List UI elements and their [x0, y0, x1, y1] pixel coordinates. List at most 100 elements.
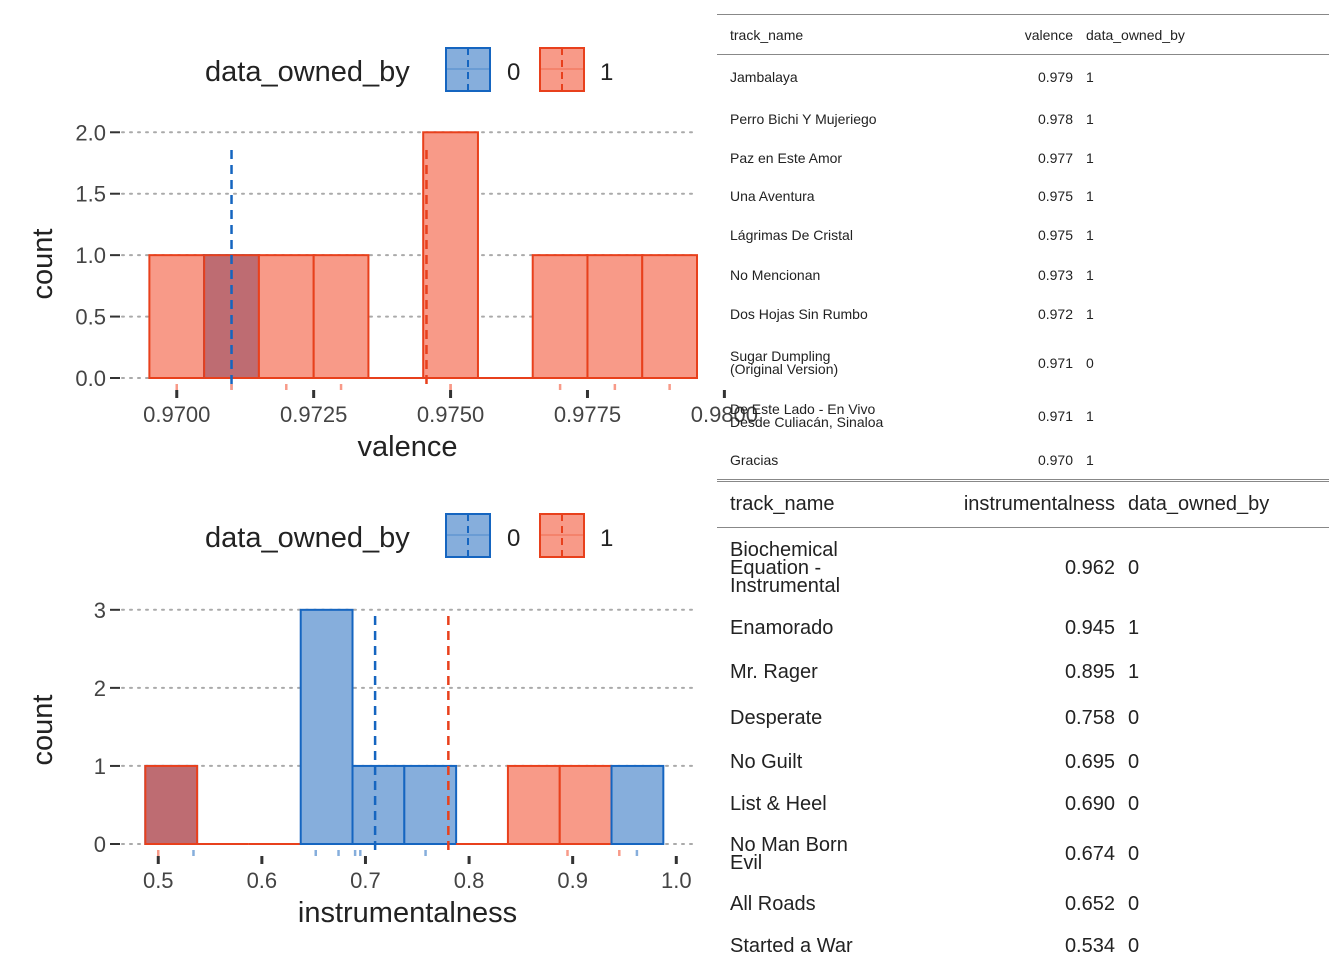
table-cell: 1	[1086, 110, 1094, 127]
table-cell: 0	[1128, 893, 1140, 915]
table-row: Una Aventura 0.975 1	[717, 177, 1329, 215]
table-cell: 0.962	[1064, 557, 1115, 580]
table-cell: 0	[1128, 793, 1140, 815]
bar-group-1	[257, 254, 315, 379]
table-cell: 0.695	[1064, 751, 1115, 773]
table-row: Enamorado 0.945 1	[717, 610, 1329, 648]
table-cell: List & Heel	[730, 793, 827, 815]
table-cell: 0.971	[1037, 354, 1073, 371]
table-cell: 1	[1086, 149, 1094, 166]
table-cell: 0.975	[1037, 226, 1073, 243]
table-cell: 0	[1128, 557, 1140, 580]
legend-label-0: 0	[507, 525, 520, 552]
table-cell: 0.690	[1064, 793, 1115, 815]
bar-group-1	[144, 764, 199, 845]
y-axis-label: count	[27, 229, 59, 300]
table-cell: Lágrimas De Cristal	[730, 226, 853, 243]
x-axis-label: valence	[358, 431, 458, 463]
table-cell: No Man Born Evil	[730, 833, 848, 874]
table-cell: Sugar Dumpling (Original Version)	[730, 348, 839, 377]
table-cell: 1	[1086, 187, 1094, 204]
x-tick-label: 0.9800	[691, 402, 758, 427]
y-tick-label: 0.5	[75, 305, 106, 330]
legend-valence: data_owned_by 0 1	[205, 47, 613, 92]
x-tick-label: 0.7	[350, 868, 381, 893]
x-tick-label: 0.8	[454, 868, 485, 893]
table-cell: Biochemical Equation - Instrumental	[730, 539, 841, 597]
table-header: valence	[980, 15, 1073, 55]
table-header: instrumentalness	[930, 482, 1115, 528]
table-cell: 1	[1086, 226, 1094, 243]
table-cell: 0.971	[1037, 407, 1073, 424]
table-row: De Este Lado - En Vivo Desde Culiacán, Si…	[717, 393, 1329, 439]
table-cell: Jambalaya	[730, 68, 798, 85]
table-row: Sugar Dumpling (Original Version) 0.971 0	[717, 333, 1329, 393]
legend-label-1: 1	[600, 525, 613, 552]
bar-group-0	[351, 764, 406, 845]
legend-title: data_owned_by	[205, 522, 410, 554]
table-row: Lágrimas De Cristal 0.975 1	[717, 215, 1329, 255]
table-cell: 0	[1128, 751, 1140, 773]
table-cell: 1	[1086, 266, 1094, 283]
y-tick-label: 3	[94, 598, 106, 623]
x-tick-label: 0.9725	[280, 402, 347, 427]
table-cell: 0.895	[1064, 661, 1115, 683]
table-cell: Enamorado	[730, 617, 834, 639]
table-cell: Desperate	[730, 707, 823, 729]
y-tick-label: 1.0	[75, 243, 106, 268]
table-row: Paz en Este Amor 0.977 1	[717, 139, 1329, 177]
table-cell: 1	[1128, 661, 1140, 683]
table-header: data_owned_by	[1073, 15, 1329, 55]
x-tick-label: 0.5	[143, 868, 174, 893]
table-row: No Man Born Evil 0.674 0	[717, 824, 1329, 886]
instrumentalness-histogram: 0 1 2 3 0.5 0.6 0.7 0.8 0.9 1.0 instrumentalness co…	[27, 598, 695, 929]
x-tick-label: 0.9	[557, 868, 588, 893]
table-cell: No Mencionan	[730, 266, 821, 283]
y-tick-label: 0.0	[75, 366, 106, 391]
bar-group-1	[312, 254, 370, 379]
table-cell: Started a War	[730, 935, 853, 957]
y-axis-label: count	[27, 695, 59, 766]
table-cell: Perro Bichi Y Mujeriego	[730, 110, 877, 127]
table-cell: 1	[1086, 305, 1094, 322]
bar-group-1	[422, 131, 479, 379]
table-cell: 1	[1086, 451, 1094, 468]
table-row: Dos Hojas Sin Rumbo 0.972 1	[717, 295, 1329, 333]
instrumentalness-table: track_name instrumentalness data_owned_b…	[717, 479, 1329, 970]
table-row: All Roads 0.652 0	[717, 886, 1329, 924]
table-cell: 0.978	[1037, 110, 1073, 127]
table-cell: 0.973	[1037, 266, 1073, 283]
y-tick-label: 2.0	[75, 120, 106, 145]
table-cell: 0.945	[1064, 617, 1115, 639]
table-cell: 0.979	[1037, 68, 1073, 85]
table-row: Started a War 0.534 0	[717, 924, 1329, 970]
x-tick-label: 0.9750	[417, 402, 484, 427]
bar-group-1	[531, 254, 589, 379]
table-row: Gracias 0.970 1	[717, 439, 1329, 481]
table-cell: 0	[1128, 843, 1140, 865]
table-row: No Mencionan 0.973 1	[717, 255, 1329, 295]
x-tick-label: 0.6	[247, 868, 278, 893]
x-tick-label: 0.9700	[143, 402, 210, 427]
legend-label-1: 1	[600, 59, 613, 86]
bar-group-0	[610, 764, 665, 845]
table-cell: Una Aventura	[730, 187, 815, 204]
table-cell: 0	[1086, 354, 1094, 371]
bar-group-1	[148, 254, 206, 379]
table-cell: 0.975	[1037, 187, 1073, 204]
y-tick-label: 2	[94, 676, 106, 701]
bar-group-0	[299, 608, 354, 845]
bar-group-1	[586, 254, 644, 379]
table-cell: No Guilt	[730, 751, 803, 773]
table-row: No Guilt 0.695 0	[717, 740, 1329, 786]
valence-table: track_name valence data_owned_by Jambala…	[717, 14, 1329, 481]
x-axis-label: instrumentalness	[298, 897, 517, 929]
table-cell: 0.758	[1064, 707, 1115, 729]
table-header: track_name	[717, 15, 980, 55]
table-cell: 1	[1086, 407, 1094, 424]
x-tick-label: 0.9775	[554, 402, 621, 427]
table-row: Perro Bichi Y Mujeriego 0.978 1	[717, 99, 1329, 139]
table-row: Jambalaya 0.979 1	[717, 55, 1329, 99]
table-cell: 0.977	[1037, 149, 1073, 166]
